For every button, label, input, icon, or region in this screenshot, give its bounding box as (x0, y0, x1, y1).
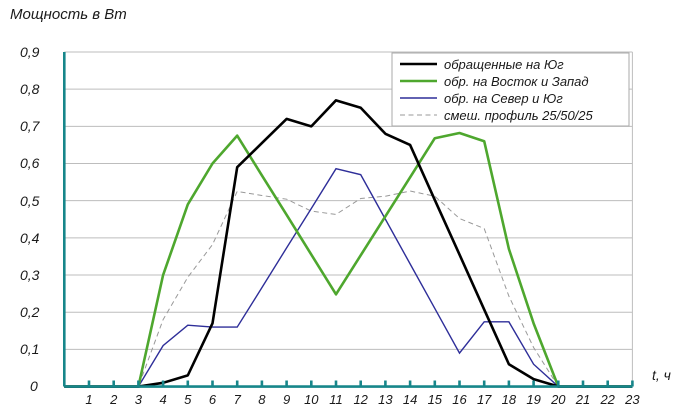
svg-text:0: 0 (30, 378, 38, 394)
svg-text:7: 7 (234, 392, 242, 407)
svg-text:21: 21 (575, 392, 590, 407)
svg-text:13: 13 (378, 392, 393, 407)
svg-text:0,5: 0,5 (20, 193, 40, 209)
svg-text:8: 8 (258, 392, 266, 407)
svg-text:15: 15 (428, 392, 443, 407)
svg-text:0,3: 0,3 (20, 267, 40, 283)
svg-text:3: 3 (135, 392, 143, 407)
svg-text:19: 19 (526, 392, 540, 407)
svg-text:обр. на Север и Юг: обр. на Север и Юг (444, 91, 563, 106)
svg-text:t, ч: t, ч (652, 367, 671, 383)
svg-text:16: 16 (452, 392, 467, 407)
svg-text:12: 12 (353, 392, 368, 407)
svg-text:1: 1 (85, 392, 92, 407)
svg-text:0,4: 0,4 (20, 230, 40, 246)
svg-text:смеш. профиль 25/50/25: смеш. профиль 25/50/25 (444, 108, 594, 123)
svg-text:18: 18 (502, 392, 517, 407)
svg-text:5: 5 (184, 392, 192, 407)
svg-text:0,2: 0,2 (20, 304, 40, 320)
svg-text:0,9: 0,9 (20, 44, 40, 60)
svg-text:0,1: 0,1 (20, 341, 39, 357)
svg-text:11: 11 (329, 392, 343, 407)
svg-text:0,7: 0,7 (20, 118, 41, 134)
svg-text:2: 2 (109, 392, 118, 407)
svg-text:0,8: 0,8 (20, 81, 40, 97)
svg-text:20: 20 (550, 392, 566, 407)
svg-text:4: 4 (159, 392, 166, 407)
svg-text:6: 6 (209, 392, 217, 407)
svg-text:обр. на Восток и Запад: обр. на Восток и Запад (444, 74, 589, 89)
svg-text:10: 10 (304, 392, 319, 407)
svg-text:17: 17 (477, 392, 492, 407)
svg-text:Мощность в Вт: Мощность в Вт (10, 6, 127, 23)
svg-text:обращенные на Юг: обращенные на Юг (444, 57, 564, 72)
svg-text:14: 14 (403, 392, 417, 407)
svg-text:0,6: 0,6 (20, 155, 40, 171)
svg-text:22: 22 (599, 392, 615, 407)
svg-text:9: 9 (283, 392, 290, 407)
svg-text:23: 23 (624, 392, 640, 407)
